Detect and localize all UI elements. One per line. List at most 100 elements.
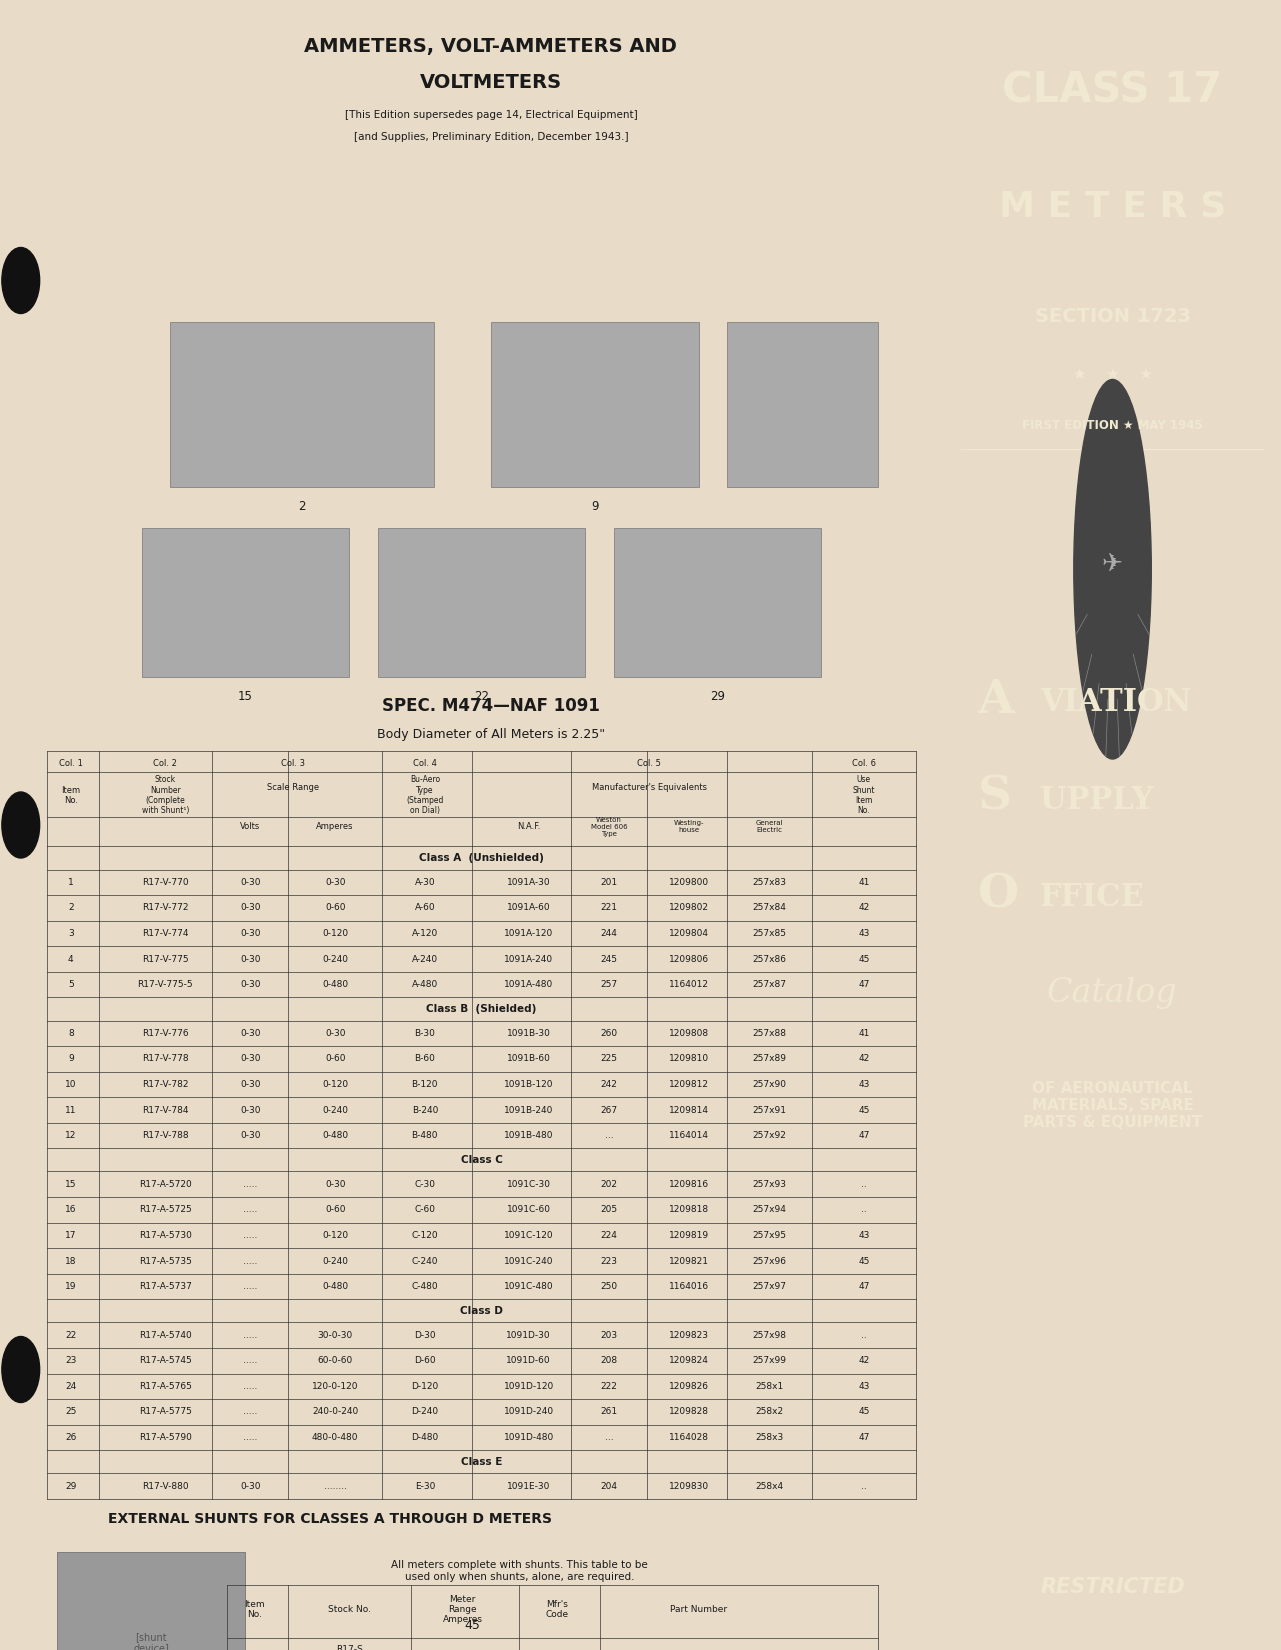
Text: 5: 5 xyxy=(68,980,74,988)
Text: .....: ..... xyxy=(243,1282,257,1290)
Text: Class A  (Unshielded): Class A (Unshielded) xyxy=(419,853,544,863)
Text: FIRST EDITION ★ MAY 1945: FIRST EDITION ★ MAY 1945 xyxy=(1022,419,1203,432)
Text: Catalog: Catalog xyxy=(1047,977,1179,1010)
Text: 240-0-240: 240-0-240 xyxy=(313,1407,359,1416)
Text: R17-V-772: R17-V-772 xyxy=(142,904,188,912)
Text: ..: .. xyxy=(861,1332,867,1340)
Text: 45: 45 xyxy=(858,1106,870,1114)
Text: 1209819: 1209819 xyxy=(669,1231,710,1239)
Text: 1: 1 xyxy=(68,878,74,886)
Text: 480-0-480: 480-0-480 xyxy=(311,1434,359,1442)
Text: 257x98: 257x98 xyxy=(752,1332,787,1340)
Text: A-480: A-480 xyxy=(411,980,438,988)
Text: 15: 15 xyxy=(238,690,252,703)
Bar xyxy=(170,322,434,487)
Bar xyxy=(378,528,585,676)
Text: 1091D-60: 1091D-60 xyxy=(506,1356,551,1365)
Text: VIATION: VIATION xyxy=(1040,688,1191,718)
Bar xyxy=(56,1551,246,1650)
Text: Volts: Volts xyxy=(240,822,260,832)
Text: 258x3: 258x3 xyxy=(756,1434,784,1442)
Text: 257x83: 257x83 xyxy=(752,878,787,886)
Text: 22: 22 xyxy=(474,690,489,703)
Text: 258x1: 258x1 xyxy=(756,1383,784,1391)
Text: 257x93: 257x93 xyxy=(752,1180,787,1188)
Text: R17-V-778: R17-V-778 xyxy=(142,1054,188,1063)
Text: R17-V-776: R17-V-776 xyxy=(142,1030,188,1038)
Text: 224: 224 xyxy=(601,1231,617,1239)
Text: 47: 47 xyxy=(858,1282,870,1290)
Circle shape xyxy=(1,792,40,858)
Text: Class D: Class D xyxy=(460,1305,503,1317)
Text: Manufacturer's Equivalents: Manufacturer's Equivalents xyxy=(592,782,707,792)
Text: 1091B-30: 1091B-30 xyxy=(507,1030,551,1038)
Text: 12: 12 xyxy=(65,1132,77,1140)
Text: Stock No.: Stock No. xyxy=(328,1605,370,1614)
Text: Class E: Class E xyxy=(461,1457,502,1467)
Text: .....: ..... xyxy=(243,1356,257,1365)
Bar xyxy=(726,322,877,487)
Text: D-480: D-480 xyxy=(411,1434,438,1442)
Text: 42: 42 xyxy=(858,904,870,912)
Text: R17-V-774: R17-V-774 xyxy=(142,929,188,937)
Circle shape xyxy=(1,248,40,314)
Text: 1209800: 1209800 xyxy=(669,878,710,886)
Text: 2: 2 xyxy=(298,500,306,513)
Text: [This Edition supersedes page 14, Electrical Equipment]: [This Edition supersedes page 14, Electr… xyxy=(345,111,638,120)
Text: 1091B-120: 1091B-120 xyxy=(503,1081,553,1089)
Text: 1091D-240: 1091D-240 xyxy=(503,1407,553,1416)
Text: B-120: B-120 xyxy=(411,1081,438,1089)
Text: 16: 16 xyxy=(65,1206,77,1214)
Text: 0-30: 0-30 xyxy=(240,929,260,937)
Text: 1091A-120: 1091A-120 xyxy=(503,929,553,937)
Text: 1209826: 1209826 xyxy=(669,1383,710,1391)
Text: R17-V-784: R17-V-784 xyxy=(142,1106,188,1114)
Text: .....: ..... xyxy=(243,1180,257,1188)
Text: RESTRICTED: RESTRICTED xyxy=(1040,1577,1185,1597)
Text: .....: ..... xyxy=(243,1231,257,1239)
Text: OF AERONAUTICAL
MATERIALS, SPARE
PARTS & EQUIPMENT: OF AERONAUTICAL MATERIALS, SPARE PARTS &… xyxy=(1024,1081,1202,1130)
Text: 222: 222 xyxy=(601,1383,617,1391)
Text: 9: 9 xyxy=(68,1054,74,1063)
Text: 41: 41 xyxy=(858,878,870,886)
Text: R17-V-880: R17-V-880 xyxy=(142,1482,188,1490)
Text: 0-30: 0-30 xyxy=(240,878,260,886)
Text: 1164028: 1164028 xyxy=(669,1434,710,1442)
Text: 242: 242 xyxy=(601,1081,617,1089)
Text: 204: 204 xyxy=(601,1482,617,1490)
Text: 1164016: 1164016 xyxy=(669,1282,710,1290)
Text: 1091A-60: 1091A-60 xyxy=(507,904,551,912)
Text: 0-30: 0-30 xyxy=(240,1081,260,1089)
Text: 1091C-480: 1091C-480 xyxy=(503,1282,553,1290)
Text: 0-30: 0-30 xyxy=(240,955,260,964)
Circle shape xyxy=(1073,380,1152,759)
Text: R17-S: R17-S xyxy=(336,1645,363,1650)
Text: .....: ..... xyxy=(243,1332,257,1340)
Text: 258x4: 258x4 xyxy=(756,1482,784,1490)
Text: 1209812: 1209812 xyxy=(669,1081,710,1089)
Text: Col. 1: Col. 1 xyxy=(59,759,83,769)
Text: 0-120: 0-120 xyxy=(322,929,348,937)
Text: 43: 43 xyxy=(858,1081,870,1089)
Text: 258x2: 258x2 xyxy=(756,1407,784,1416)
Text: S: S xyxy=(977,774,1012,820)
Text: R17-V-770: R17-V-770 xyxy=(142,878,188,886)
Text: UPPLY: UPPLY xyxy=(1040,785,1154,815)
Text: 223: 223 xyxy=(601,1257,617,1266)
Text: R17-A-5775: R17-A-5775 xyxy=(138,1407,192,1416)
Text: 260: 260 xyxy=(601,1030,617,1038)
Text: .....: ..... xyxy=(243,1434,257,1442)
Text: 1209810: 1209810 xyxy=(669,1054,710,1063)
Text: ........: ........ xyxy=(324,1482,347,1490)
Text: 0-30: 0-30 xyxy=(240,980,260,988)
Text: 1209828: 1209828 xyxy=(669,1407,710,1416)
Text: 1209808: 1209808 xyxy=(669,1030,710,1038)
Circle shape xyxy=(1,1336,40,1402)
Text: VOLTMETERS: VOLTMETERS xyxy=(420,73,562,92)
Text: Mfr's
Code: Mfr's Code xyxy=(546,1600,569,1619)
Text: 41: 41 xyxy=(858,1030,870,1038)
Text: EXTERNAL SHUNTS FOR CLASSES A THROUGH D METERS: EXTERNAL SHUNTS FOR CLASSES A THROUGH D … xyxy=(109,1511,552,1526)
Text: 257x95: 257x95 xyxy=(752,1231,787,1239)
Text: B-30: B-30 xyxy=(415,1030,436,1038)
Text: 225: 225 xyxy=(601,1054,617,1063)
